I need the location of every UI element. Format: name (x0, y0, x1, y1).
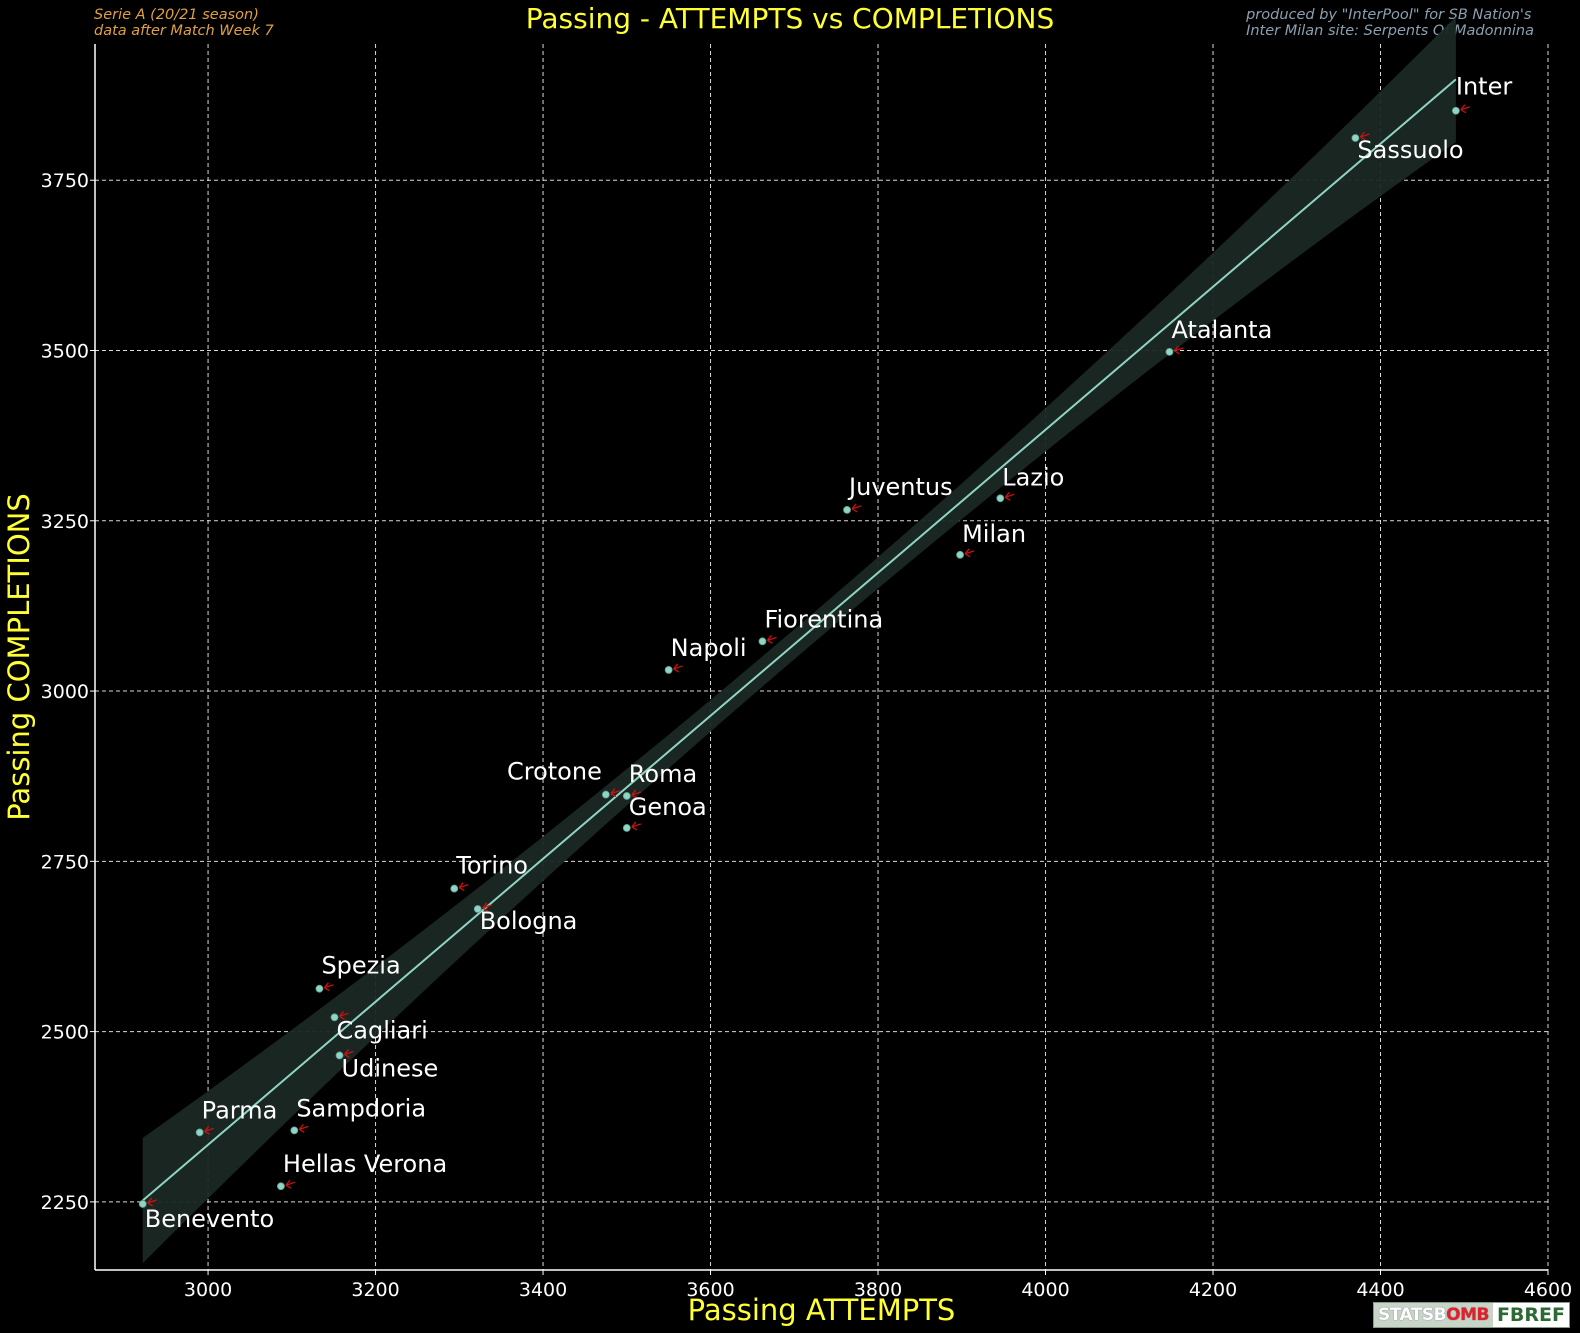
point-arrow (339, 1010, 349, 1020)
point-arrow (631, 821, 641, 831)
data-point (956, 550, 965, 559)
point-arrow (482, 902, 492, 912)
x-tick-label: 3200 (351, 1279, 399, 1301)
statsbomb-logo-part2: O (1446, 1305, 1461, 1325)
point-arrow (1460, 104, 1471, 114)
y-tick-label: 3750 (41, 170, 89, 192)
x-tick-label: 3600 (686, 1279, 734, 1301)
point-arrow (964, 548, 975, 558)
data-point (1165, 347, 1174, 356)
point-arrow (1173, 345, 1184, 355)
point-arrow (851, 503, 862, 513)
statsbomb-logo-part1: STATSB (1377, 1305, 1447, 1325)
point-arrow (631, 789, 641, 799)
point-label: Fiorentina (764, 605, 883, 633)
data-point (622, 824, 631, 832)
point-label: Sassuolo (1357, 136, 1463, 164)
y-tick-label: 3000 (41, 681, 89, 703)
x-axis-label: Passing ATTEMPTS (688, 1293, 956, 1327)
x-tick-label: 4600 (1524, 1279, 1572, 1301)
point-arrow (344, 1049, 354, 1059)
x-tick-label: 4400 (1356, 1279, 1404, 1301)
point-arrow (766, 634, 777, 644)
source-logos: STATSBOMB FBREF (1372, 1302, 1570, 1328)
point-arrow (1359, 131, 1370, 141)
fbref-logo: FBREF (1492, 1303, 1569, 1327)
point-label: Lazio (1002, 463, 1064, 491)
regression-line (142, 78, 1457, 1202)
y-tick-label: 2750 (41, 851, 89, 873)
y-tick-label: 2250 (41, 1192, 89, 1214)
point-label: Atalanta (1171, 316, 1272, 344)
point-label: Udinese (342, 1054, 439, 1082)
credit-note-line1: produced by "InterPool" for SB Nation's (1246, 7, 1532, 23)
y-tick-label: 2500 (41, 1022, 89, 1044)
data-point (1351, 134, 1360, 142)
data-point (335, 1051, 344, 1060)
statsbomb-logo: STATSBOMB (1373, 1303, 1493, 1327)
point-arrow (1004, 491, 1015, 501)
point-arrow (323, 982, 334, 992)
point-label: Napoli (671, 634, 747, 662)
point-arrow (298, 1123, 309, 1133)
point-label: Roma (629, 760, 697, 788)
x-tick-label: 3400 (519, 1279, 567, 1301)
y-tick-label: 3500 (41, 341, 89, 363)
point-label: Crotone (507, 758, 602, 786)
chart-title: Passing - ATTEMPTS vs COMPLETIONS (525, 2, 1055, 35)
point-arrow (147, 1197, 157, 1207)
point-label: Hellas Verona (283, 1150, 447, 1178)
point-label: Cagliari (337, 1016, 428, 1044)
credit-note: produced by "InterPool" for SB Nation's … (1246, 7, 1534, 39)
point-label: Parma (202, 1096, 278, 1124)
data-point (843, 505, 851, 514)
data-point (601, 790, 610, 799)
y-axis-label: Passing COMPLETIONS (2, 493, 36, 821)
point-label: Benevento (145, 1205, 274, 1233)
point-arrow (458, 882, 469, 892)
point-label: Sampdoria (296, 1094, 426, 1122)
x-tick-label: 4200 (1189, 1279, 1237, 1301)
x-tick-label: 3000 (184, 1279, 232, 1301)
data-point (330, 1013, 339, 1022)
point-label: Juventus (847, 473, 953, 501)
data-point (195, 1128, 204, 1137)
point-label: Milan (962, 520, 1026, 548)
data-point (622, 792, 631, 800)
data-point (315, 984, 324, 993)
data-point (996, 494, 1005, 503)
data-point (473, 905, 482, 913)
data-point (277, 1182, 285, 1191)
point-label: Inter (1456, 73, 1512, 101)
point-label: Torino (455, 852, 528, 880)
point-arrow (610, 788, 621, 798)
data-point (290, 1126, 299, 1135)
point-arrow (204, 1126, 214, 1135)
data-point (758, 637, 767, 646)
point-label: Spezia (321, 952, 400, 980)
statsbomb-logo-part3: MB (1460, 1305, 1489, 1325)
data-point (450, 884, 459, 893)
y-tick-label: 3250 (41, 511, 89, 533)
point-label: Bologna (480, 907, 578, 935)
season-note-line1: Serie A (20/21 season) (94, 7, 259, 23)
point-arrow (285, 1179, 296, 1189)
data-point (664, 666, 673, 674)
x-tick-label: 3800 (854, 1279, 902, 1301)
x-tick-label: 4000 (1021, 1279, 1069, 1301)
data-point (1451, 106, 1460, 115)
season-note-line2: data after Match Week 7 (94, 23, 274, 39)
point-arrow (673, 663, 683, 673)
season-note: Serie A (20/21 season) data after Match … (94, 7, 274, 39)
credit-note-line2: Inter Milan site: Serpents Of Madonnina (1246, 23, 1534, 39)
data-point (138, 1200, 147, 1208)
point-label: Genoa (629, 793, 707, 821)
